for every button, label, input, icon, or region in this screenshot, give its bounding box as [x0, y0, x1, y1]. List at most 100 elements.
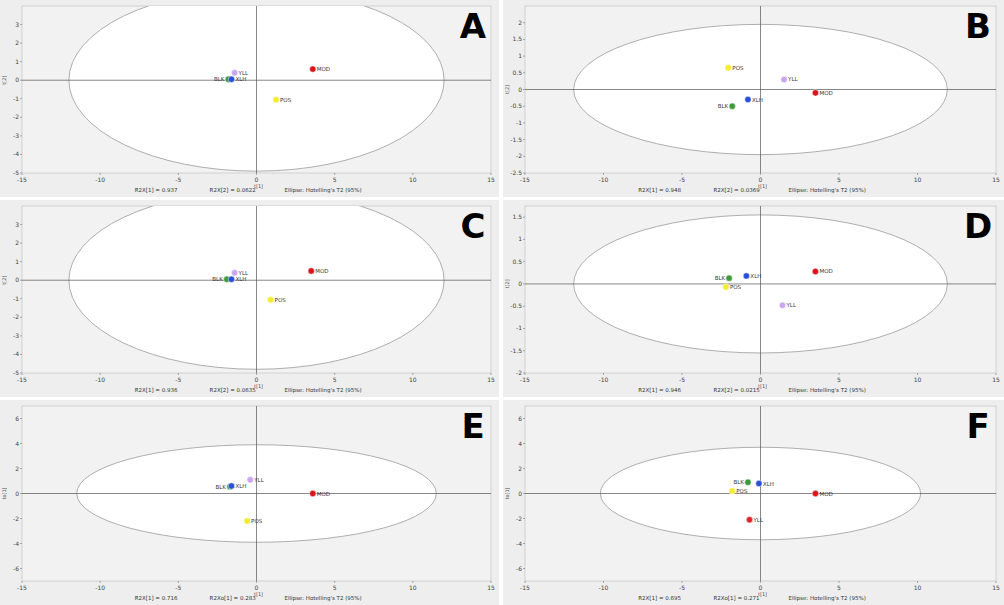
y-tick-label: 2 [518, 465, 522, 472]
footer-annotation: R2X[1] = 0.937 [135, 187, 178, 193]
point-label: POS [280, 97, 292, 103]
x-tick-label: -15 [520, 584, 530, 591]
x-tick-label: 15 [992, 176, 1000, 183]
y-tick [20, 298, 22, 299]
score-point [231, 70, 237, 76]
y-tick [20, 335, 22, 336]
score-point [267, 297, 273, 303]
x-tick [412, 173, 413, 175]
panel-letter: E [461, 406, 484, 446]
y-tick [20, 568, 22, 569]
y-tick [523, 239, 525, 240]
zero-line [256, 6, 257, 173]
y-tick [20, 493, 22, 494]
x-tick [256, 373, 257, 375]
figure: -15-10-5051015-5-4-3-2-10123t[1]t[2]R2X[… [0, 0, 1004, 605]
point-label: BLK [215, 484, 226, 490]
score-point [228, 276, 234, 282]
y-tick-label: 3 [15, 21, 19, 28]
y-tick [20, 24, 22, 25]
y-axis-label: t[2] [504, 85, 510, 94]
point-label: XLH [235, 483, 246, 489]
x-tick-label: 15 [992, 376, 1000, 383]
x-tick-label: -15 [17, 584, 27, 591]
y-tick-label: -1 [516, 324, 522, 331]
point-label: MOD [819, 90, 832, 96]
y-axis-label: t[2] [1, 276, 7, 285]
point-labels: BLKXLHYLLMODPOS [718, 65, 833, 109]
x-tick [491, 173, 492, 175]
footer-annotation: Ellipse: Hotelling's T2 (95%) [284, 387, 361, 394]
score-point [745, 479, 751, 485]
y-tick-label: -4 [516, 540, 522, 547]
x-tick-label: 0 [255, 176, 259, 183]
y-tick-label: -4 [13, 540, 19, 547]
x-tick-label: 5 [837, 584, 841, 591]
y-tick [523, 89, 525, 90]
y-tick-label: 1 [15, 58, 19, 65]
panel: -15-10-5051015-6-4-20246t[1]to[1]R2X[1] … [503, 400, 1004, 605]
score-point [310, 490, 316, 496]
zero-line [760, 206, 761, 373]
x-tick [917, 581, 918, 583]
score-point [228, 76, 234, 82]
y-tick-label: 0 [518, 490, 522, 497]
footer-annotation: Ellipse: Hotelling's T2 (95%) [284, 595, 361, 602]
footer-annotation: R2X[1] = 0.695 [638, 595, 681, 601]
y-tick-label: 2 [518, 19, 522, 26]
score-point [247, 477, 253, 483]
panel-letter: D [964, 206, 992, 246]
x-tick [917, 373, 918, 375]
x-tick-label: 5 [837, 376, 841, 383]
footer-annotation: R2X[1] = 0.948 [638, 187, 681, 193]
point-label: XLH [235, 76, 246, 82]
point-label: YLL [785, 302, 796, 308]
x-tick-label: 10 [409, 376, 417, 383]
y-tick-label: 0 [15, 490, 19, 497]
score-point [228, 483, 234, 489]
y-tick [20, 373, 22, 374]
footer-annotation: Ellipse: Hotelling's T2 (95%) [789, 595, 866, 602]
y-tick [20, 98, 22, 99]
point-label: YLL [253, 477, 264, 483]
point-label: BLK [718, 103, 729, 109]
y-tick [523, 468, 525, 469]
y-tick [20, 80, 22, 81]
panel-letter: F [966, 406, 989, 446]
point-label: POS [730, 284, 742, 290]
footer-annotation: R2X[2] = 0.0215 [713, 387, 760, 393]
point-labels: BLKXLHYLLMODPOS [212, 268, 328, 303]
point-label: POS [732, 65, 744, 71]
x-tick [682, 581, 683, 583]
x-tick-label: -15 [520, 176, 530, 183]
y-tick-label: 0 [518, 280, 522, 287]
y-tick-label: -0.5 [510, 102, 522, 109]
y-tick-label: 6 [518, 415, 522, 422]
x-tick-label: -15 [17, 376, 27, 383]
y-tick [523, 328, 525, 329]
y-tick-label: -6 [13, 565, 19, 572]
y-tick-label: -2 [13, 515, 19, 522]
x-tick [491, 373, 492, 375]
y-tick [523, 22, 525, 23]
x-tick [178, 173, 179, 175]
point-labels: BLKXLHYLLMODPOS [733, 479, 832, 523]
point-label: MOD [317, 491, 330, 497]
y-axis-label: to[1] [1, 487, 7, 499]
score-point [745, 96, 751, 102]
point-label: BLK [212, 276, 223, 282]
plot-area [525, 406, 996, 581]
x-tick-label: 10 [409, 584, 417, 591]
y-tick [523, 122, 525, 123]
x-tick [682, 373, 683, 375]
y-tick-label: 4 [15, 440, 19, 447]
x-tick [412, 373, 413, 375]
point-label: BLK [715, 275, 726, 281]
x-tick-label: 0 [759, 176, 763, 183]
y-tick [523, 568, 525, 569]
x-tick-label: 0 [255, 584, 259, 591]
x-tick [100, 373, 101, 375]
x-tick [603, 373, 604, 375]
y-tick-label: -1 [516, 119, 522, 126]
x-tick-label: 0 [759, 376, 763, 383]
